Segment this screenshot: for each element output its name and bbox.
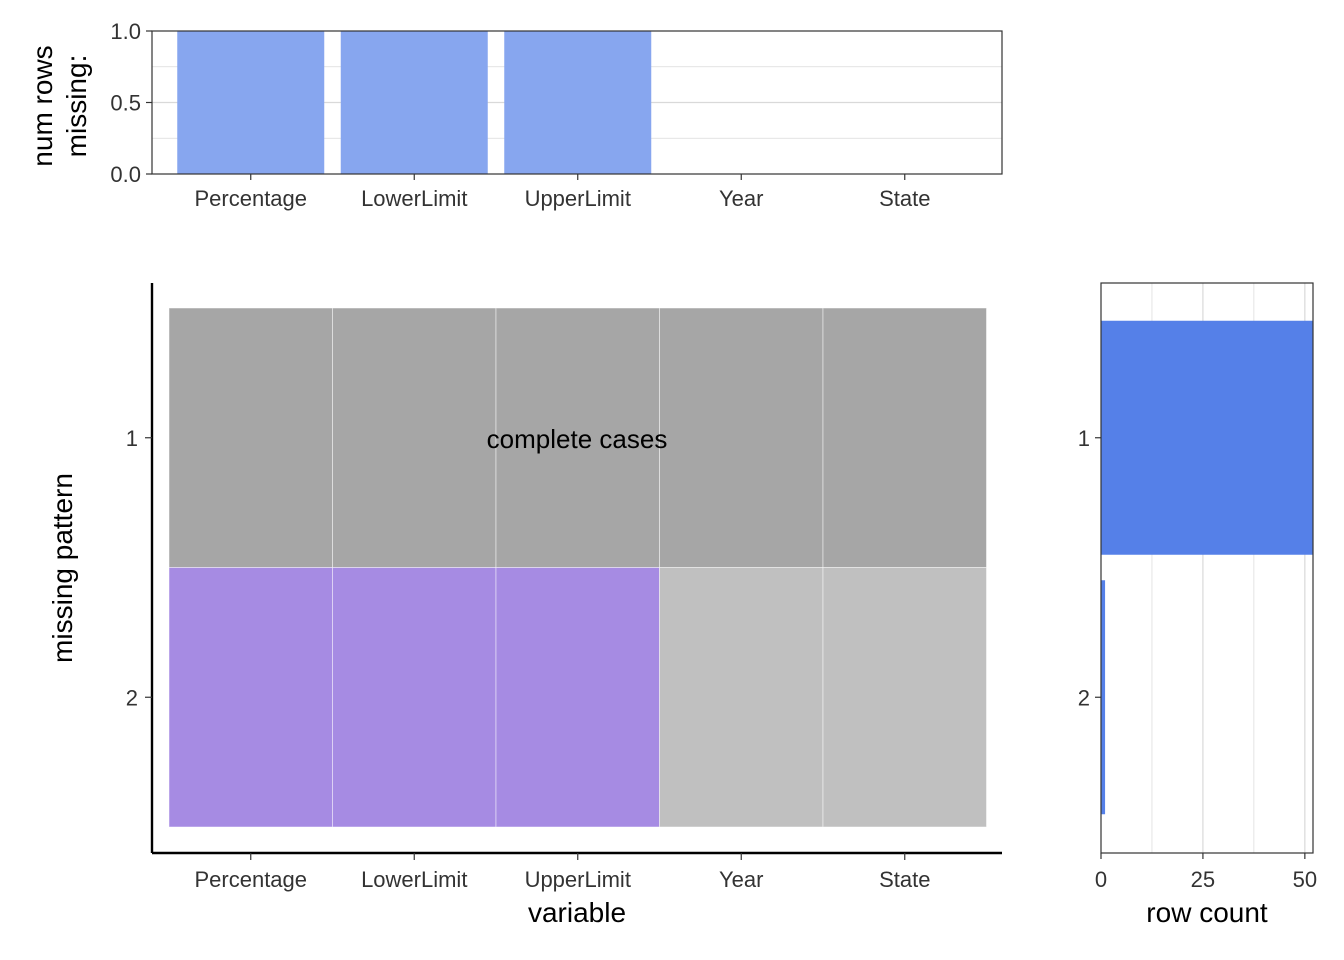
- top-x-tick-label: State: [879, 186, 930, 211]
- right-x-tick-label: 25: [1191, 867, 1215, 892]
- main-y-ticks: 12: [126, 426, 152, 710]
- tile-pattern-1-lowerlimit: [332, 307, 497, 568]
- tile-pattern-1-state: [822, 307, 987, 568]
- top-bar-percentage: [177, 31, 325, 174]
- main-x-tick-label: LowerLimit: [361, 867, 467, 892]
- tile-pattern-2-percentage: [168, 567, 333, 828]
- tile-pattern-2-year: [659, 567, 824, 828]
- top-x-tick-label: Year: [719, 186, 763, 211]
- top-y-tick-label: 1.0: [110, 19, 141, 44]
- main-panel: complete cases 12 Percentage LowerLimit Up…: [47, 283, 1002, 928]
- tile-pattern-1-percentage: [168, 307, 333, 568]
- row-count-bar-1: [1101, 320, 1313, 555]
- main-x-axis-title: variable: [528, 897, 626, 928]
- tile-pattern-2-upperlimit: [495, 567, 660, 828]
- row-count-bar-2: [1101, 580, 1106, 815]
- right-y-tick-label: 1: [1078, 426, 1090, 451]
- top-x-ticks: Percentage LowerLimit UpperLimit Year State: [194, 174, 930, 211]
- main-y-tick-label: 2: [126, 685, 138, 710]
- top-y-tick-label: 0.0: [110, 162, 141, 187]
- main-y-tick-label: 1: [126, 426, 138, 451]
- main-x-tick-label: Year: [719, 867, 763, 892]
- main-x-ticks: Percentage LowerLimit UpperLimit Year State: [194, 853, 930, 892]
- top-x-tick-label: UpperLimit: [525, 186, 631, 211]
- right-y-ticks: 12: [1078, 426, 1101, 710]
- main-x-tick-label: State: [879, 867, 930, 892]
- tile-pattern-1-year: [659, 307, 824, 568]
- right-x-tick-label: 50: [1293, 867, 1317, 892]
- tile-pattern-2-state: [822, 567, 987, 828]
- top-bars: [177, 31, 652, 174]
- main-y-axis-title: missing pattern: [47, 473, 78, 663]
- top-y-ticks: 0.0 0.5 1.0: [110, 19, 152, 187]
- right-x-ticks: 0 25 50: [1095, 853, 1317, 892]
- right-y-tick-label: 2: [1078, 685, 1090, 710]
- tile-pattern-1-upperlimit: [495, 307, 660, 568]
- top-y-axis-title-line-1: num rows: [27, 45, 58, 166]
- right-x-tick-label: 0: [1095, 867, 1107, 892]
- tile-pattern-2-lowerlimit: [332, 567, 497, 828]
- top-bar-lowerlimit: [340, 31, 488, 174]
- main-x-tick-label: UpperLimit: [525, 867, 631, 892]
- right-bars: [1101, 320, 1313, 815]
- right-panel: 12 0 25 50 row count: [1078, 282, 1317, 928]
- top-panel: 0.0 0.5 1.0 Percentage LowerLimit UpperLimit…: [27, 19, 1003, 211]
- top-x-tick-label: Percentage: [194, 186, 307, 211]
- right-x-axis-title: row count: [1146, 897, 1268, 928]
- main-x-tick-label: Percentage: [194, 867, 307, 892]
- complete-cases-annotation: complete cases: [487, 424, 668, 454]
- pattern-tiles: [168, 307, 987, 828]
- top-x-tick-label: LowerLimit: [361, 186, 467, 211]
- top-y-axis-title-line-2: missing:: [61, 55, 92, 158]
- right-panel-border: [1100, 282, 1314, 854]
- top-bar-upperlimit: [504, 31, 652, 174]
- top-y-tick-label: 0.5: [110, 91, 141, 116]
